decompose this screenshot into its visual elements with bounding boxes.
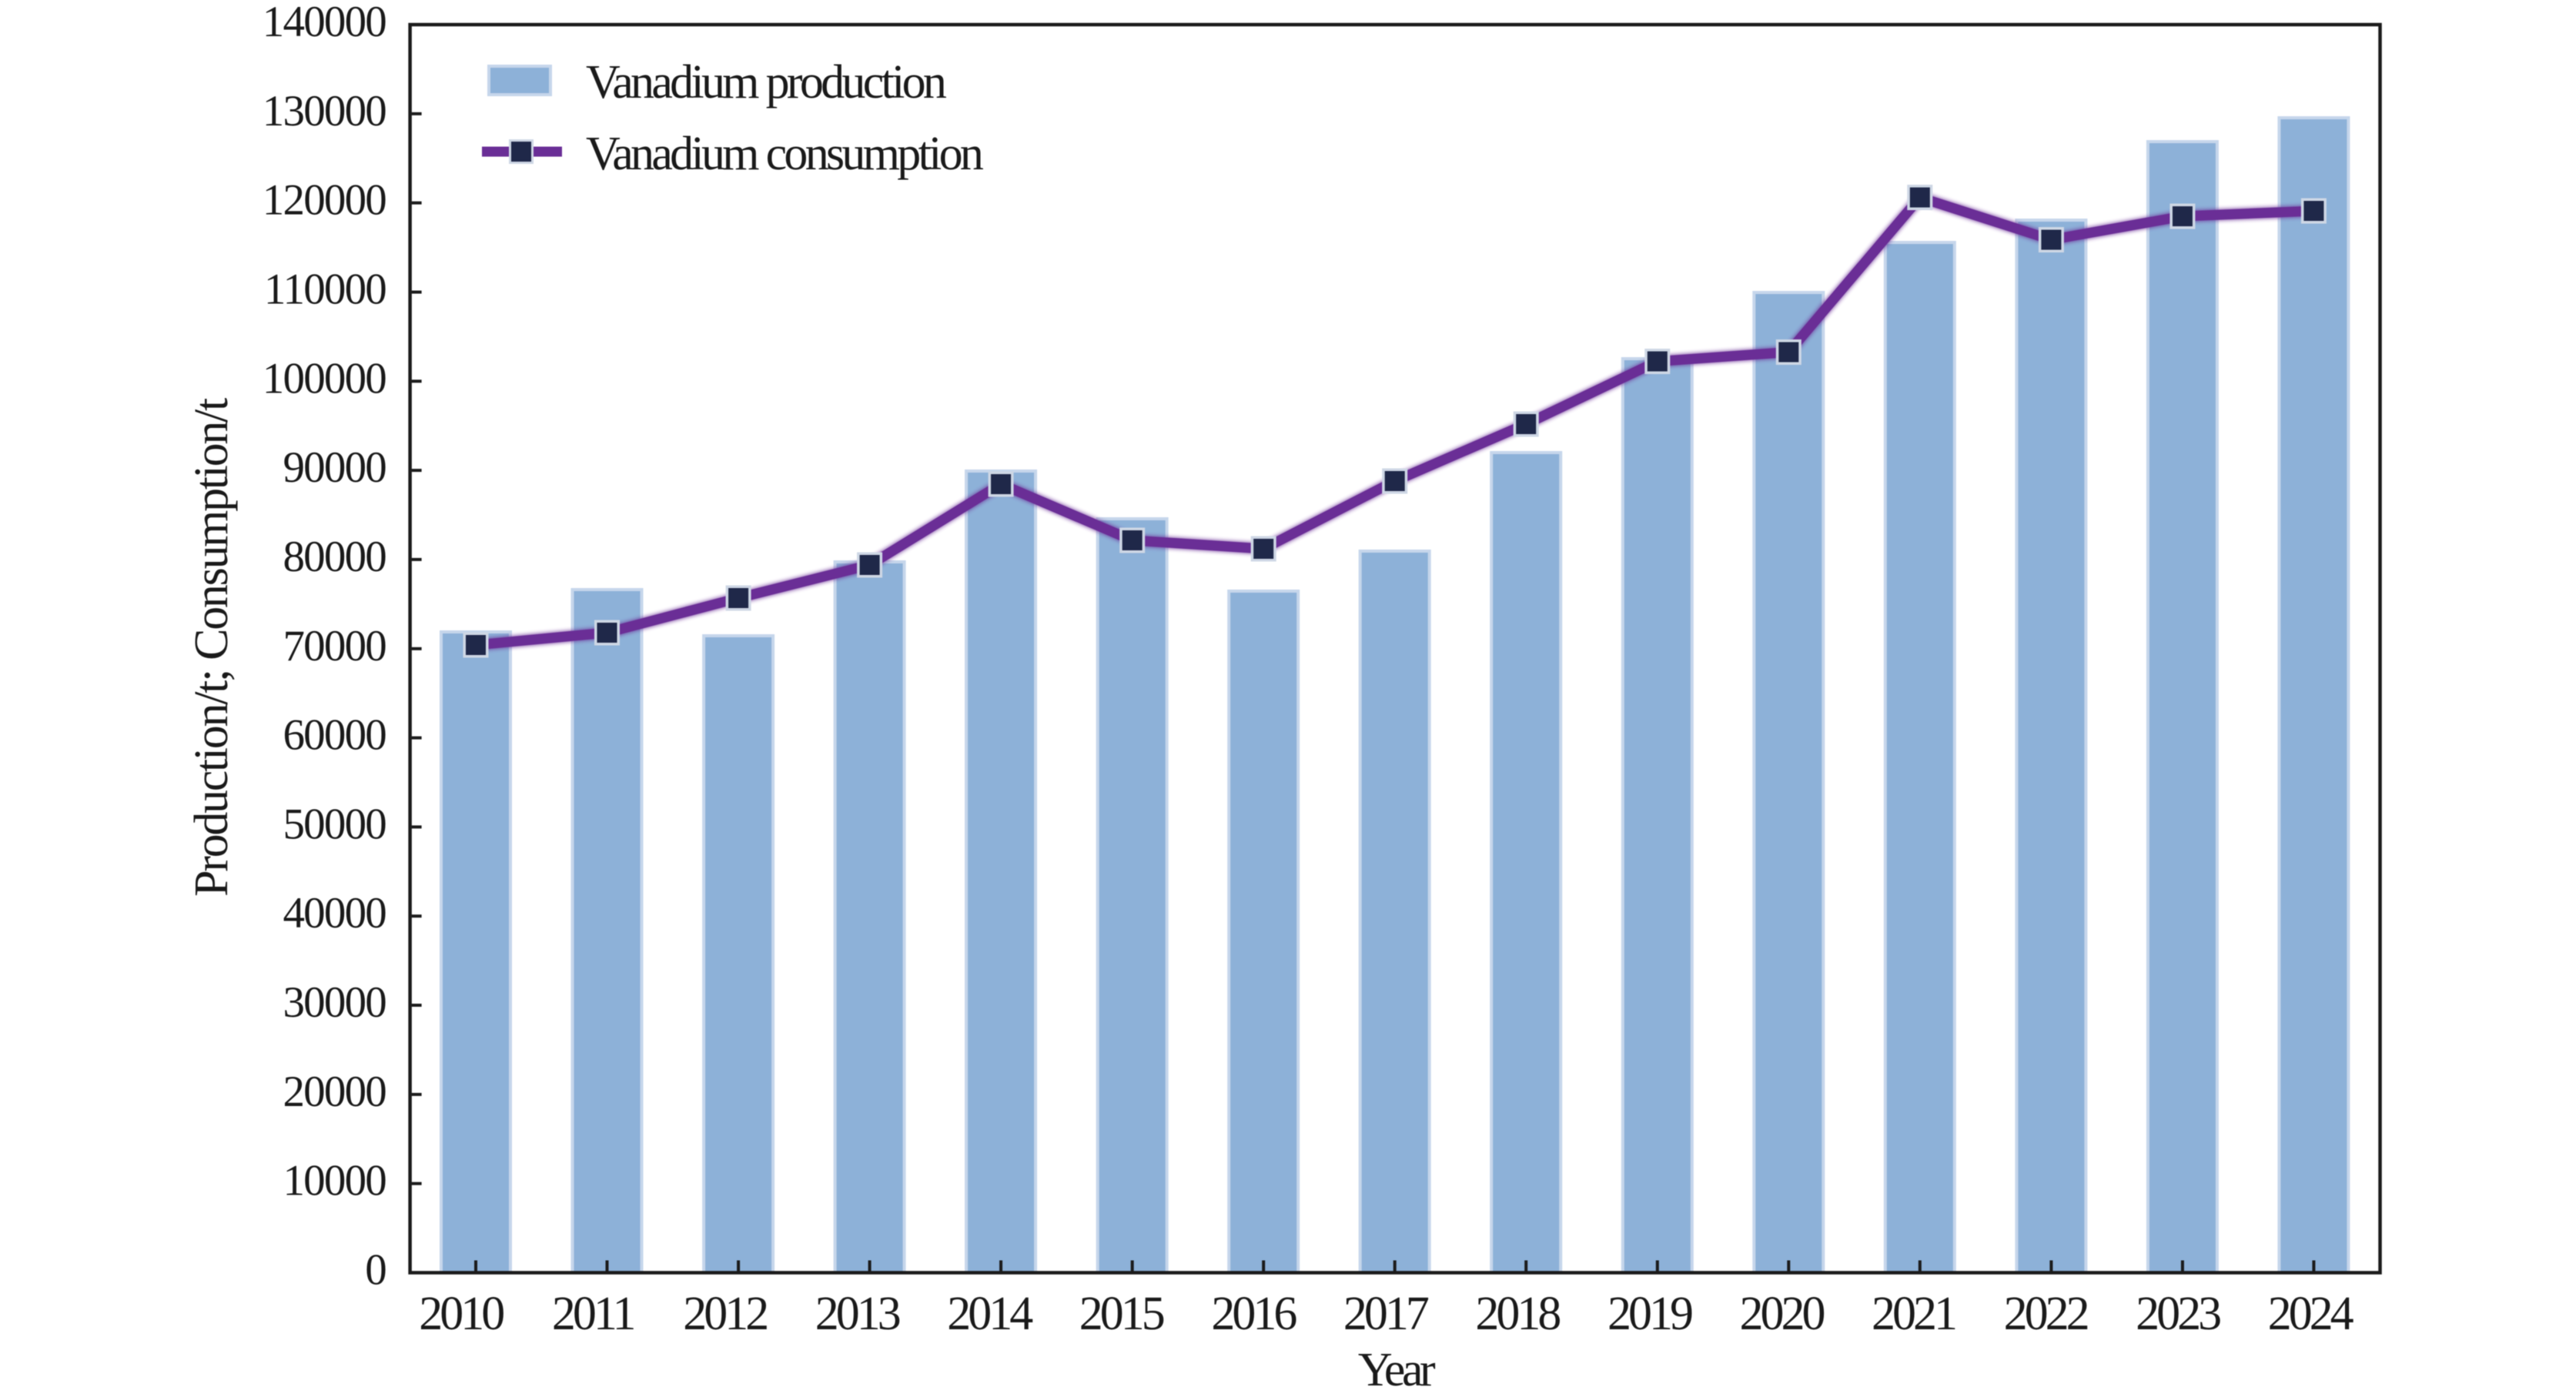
svg-text:2015: 2015 — [1079, 1288, 1164, 1340]
svg-text:2022: 2022 — [2004, 1288, 2088, 1340]
svg-text:140000: 140000 — [263, 0, 386, 46]
svg-text:50000: 50000 — [283, 800, 386, 848]
svg-text:2014: 2014 — [947, 1288, 1033, 1340]
svg-text:2013: 2013 — [815, 1288, 900, 1340]
svg-text:2017: 2017 — [1343, 1288, 1429, 1340]
svg-text:130000: 130000 — [263, 87, 386, 135]
svg-text:2023: 2023 — [2136, 1288, 2220, 1340]
svg-text:100000: 100000 — [263, 354, 386, 403]
svg-text:30000: 30000 — [283, 978, 386, 1027]
svg-text:120000: 120000 — [263, 176, 386, 225]
svg-text:2010: 2010 — [419, 1288, 503, 1340]
svg-text:20000: 20000 — [283, 1068, 386, 1116]
svg-text:2019: 2019 — [1607, 1288, 1692, 1340]
svg-text:2011: 2011 — [552, 1288, 634, 1340]
svg-text:2024: 2024 — [2268, 1288, 2354, 1340]
svg-text:10000: 10000 — [283, 1157, 386, 1205]
svg-text:2020: 2020 — [1740, 1288, 1825, 1340]
svg-text:90000: 90000 — [283, 443, 386, 492]
svg-text:2018: 2018 — [1475, 1288, 1560, 1340]
svg-text:60000: 60000 — [283, 711, 386, 760]
svg-text:Year: Year — [1358, 1344, 1436, 1396]
svg-text:80000: 80000 — [283, 533, 386, 581]
svg-text:110000: 110000 — [264, 266, 386, 314]
svg-text:2021: 2021 — [1872, 1288, 1955, 1340]
svg-text:Vanadium production: Vanadium production — [586, 56, 947, 109]
svg-text:Production/t; Consumption/t: Production/t; Consumption/t — [186, 398, 238, 897]
svg-text:2016: 2016 — [1211, 1288, 1296, 1340]
svg-text:0: 0 — [365, 1246, 386, 1295]
svg-text:70000: 70000 — [283, 622, 386, 670]
svg-text:2012: 2012 — [683, 1288, 767, 1340]
svg-text:Vanadium consumption: Vanadium consumption — [586, 128, 984, 180]
svg-text:40000: 40000 — [283, 889, 386, 937]
